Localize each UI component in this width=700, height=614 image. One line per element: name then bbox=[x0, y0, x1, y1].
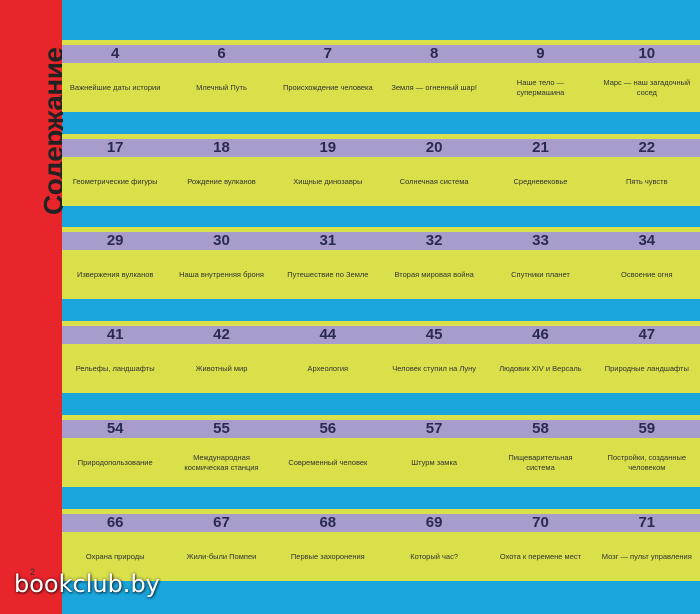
chapter-title[interactable]: Пять чувств bbox=[626, 176, 668, 186]
page-number-label[interactable]: 6 bbox=[217, 45, 226, 62]
chapter-title[interactable]: Спутники планет bbox=[511, 269, 570, 279]
contents-row: 66 67 68 69 70 71 Охрана природы Жили-бы… bbox=[62, 509, 700, 581]
page-number-label[interactable]: 33 bbox=[532, 232, 549, 249]
page-number-label[interactable]: 19 bbox=[319, 139, 337, 156]
page-number-label[interactable]: 8 bbox=[429, 45, 439, 62]
chapter-title[interactable]: Охота к перемене мест bbox=[499, 551, 582, 561]
page-number-label[interactable]: 4 bbox=[110, 45, 120, 62]
page-number-label[interactable]: 21 bbox=[532, 139, 549, 156]
chapter-title[interactable]: Солнечная система bbox=[399, 176, 469, 186]
page-number-label[interactable]: 70 bbox=[532, 514, 549, 531]
page-number-label[interactable]: 9 bbox=[536, 45, 545, 62]
page-number-label[interactable]: 29 bbox=[106, 232, 124, 249]
watermark-logo: bookclub.by bbox=[14, 570, 160, 598]
contents-row: 17 18 19 20 21 22 Геометрические фигуры … bbox=[62, 134, 700, 206]
chapter-title[interactable]: Археология bbox=[307, 363, 349, 373]
page-number-label[interactable]: 17 bbox=[106, 139, 124, 156]
chapter-title[interactable]: Природопользование bbox=[77, 457, 153, 467]
page-number-label[interactable]: 34 bbox=[638, 232, 656, 249]
chapter-title[interactable]: Важнейшие даты истории bbox=[69, 82, 161, 92]
contents-grid: 4 6 7 8 9 10 Важнейшие даты истории Млеч… bbox=[62, 0, 700, 614]
page-number-label[interactable]: 59 bbox=[638, 420, 656, 437]
chapter-title[interactable]: Хищные динозавры bbox=[293, 176, 363, 186]
chapter-title[interactable]: Международная космическая станция bbox=[184, 452, 259, 472]
chapter-title[interactable]: Освоение огня bbox=[621, 269, 673, 279]
chapter-title[interactable]: Животный мир bbox=[195, 363, 248, 373]
page-number: 2 bbox=[30, 567, 36, 577]
page-number-label[interactable]: 69 bbox=[425, 514, 443, 531]
page-number-label[interactable]: 71 bbox=[638, 514, 656, 531]
chapter-title[interactable]: Первые захоронения bbox=[290, 551, 365, 561]
page-number-label[interactable]: 54 bbox=[106, 420, 124, 437]
chapter-title[interactable]: Современный человек bbox=[288, 457, 368, 467]
chapter-title[interactable]: Средневековье bbox=[513, 176, 568, 186]
page-number-label[interactable]: 30 bbox=[213, 232, 230, 249]
chapter-title[interactable]: Рождение вулканов bbox=[187, 176, 256, 186]
contents-row: 29 30 31 32 33 34 Извержения вулканов На… bbox=[62, 227, 700, 299]
page-number-label[interactable]: 44 bbox=[319, 326, 337, 343]
chapter-title[interactable]: Млечный Путь bbox=[196, 82, 247, 92]
chapter-title[interactable]: Человек ступил на Луну bbox=[392, 363, 477, 373]
chapter-title[interactable]: Происхождение человека bbox=[282, 82, 373, 92]
chapter-title[interactable]: Геометрические фигуры bbox=[72, 176, 158, 186]
chapter-title[interactable]: Рельефы, ландшафты bbox=[75, 363, 155, 373]
page-number-label[interactable]: 47 bbox=[638, 326, 656, 343]
page-number-label[interactable]: 42 bbox=[213, 326, 230, 343]
contents-row: 41 42 44 45 46 47 Рельефы, ландшафты Жив… bbox=[62, 321, 700, 393]
contents-row: 4 6 7 8 9 10 Важнейшие даты истории Млеч… bbox=[62, 40, 700, 112]
chapter-title[interactable]: Извержения вулканов bbox=[76, 269, 154, 279]
chapter-title[interactable]: Который час? bbox=[410, 551, 459, 561]
page-number-label[interactable]: 45 bbox=[425, 326, 443, 343]
chapter-title[interactable]: Людовик XIV и Версаль bbox=[499, 363, 582, 373]
page-number-label[interactable]: 57 bbox=[425, 420, 443, 437]
chapter-title[interactable]: Охрана природы bbox=[85, 551, 145, 561]
chapter-title[interactable]: Вторая мировая война bbox=[394, 269, 474, 279]
chapter-title[interactable]: Земля — огненный шар! bbox=[391, 82, 477, 92]
chapter-title[interactable]: Жили-были Помпеи bbox=[186, 551, 257, 561]
page-number-label[interactable]: 18 bbox=[213, 139, 230, 156]
chapter-title[interactable]: Штурм замка bbox=[411, 457, 458, 467]
page-number-label[interactable]: 22 bbox=[638, 139, 656, 156]
page-number-label[interactable]: 10 bbox=[638, 45, 656, 62]
page-number-label[interactable]: 68 bbox=[319, 514, 337, 531]
contents-row: 54 55 56 57 58 59 Природопользование Меж… bbox=[62, 415, 700, 487]
chapter-title[interactable]: Пищеварительная система bbox=[508, 452, 573, 472]
page-number-label[interactable]: 32 bbox=[425, 232, 443, 249]
chapter-title[interactable]: Путешествие по Земле bbox=[287, 269, 369, 279]
sidebar: Содержание 2 bbox=[0, 0, 69, 614]
page-number-label[interactable]: 7 bbox=[323, 45, 332, 62]
page-number-label[interactable]: 55 bbox=[213, 420, 230, 437]
page-number-label[interactable]: 66 bbox=[106, 514, 124, 531]
page-number-label[interactable]: 58 bbox=[532, 420, 549, 437]
chapter-title[interactable]: Постройки, созданные человеком bbox=[607, 452, 687, 472]
page-number-label[interactable]: 67 bbox=[213, 514, 230, 531]
chapter-title[interactable]: Мозг — пульт управления bbox=[601, 551, 692, 561]
page-number-label[interactable]: 31 bbox=[319, 232, 337, 249]
page-number-label[interactable]: 56 bbox=[319, 420, 337, 437]
chapter-title[interactable]: Наша внутренняя броня bbox=[179, 269, 264, 279]
page-number-label[interactable]: 41 bbox=[106, 326, 124, 343]
page-number-label[interactable]: 20 bbox=[425, 139, 443, 156]
chapter-title[interactable]: Природные ландшафты bbox=[604, 363, 689, 373]
chapter-title[interactable]: Наше тело — супермашина bbox=[516, 77, 565, 97]
chapter-title[interactable]: Марс — наш загадочный сосед bbox=[603, 77, 691, 97]
page-number-label[interactable]: 46 bbox=[532, 326, 549, 343]
